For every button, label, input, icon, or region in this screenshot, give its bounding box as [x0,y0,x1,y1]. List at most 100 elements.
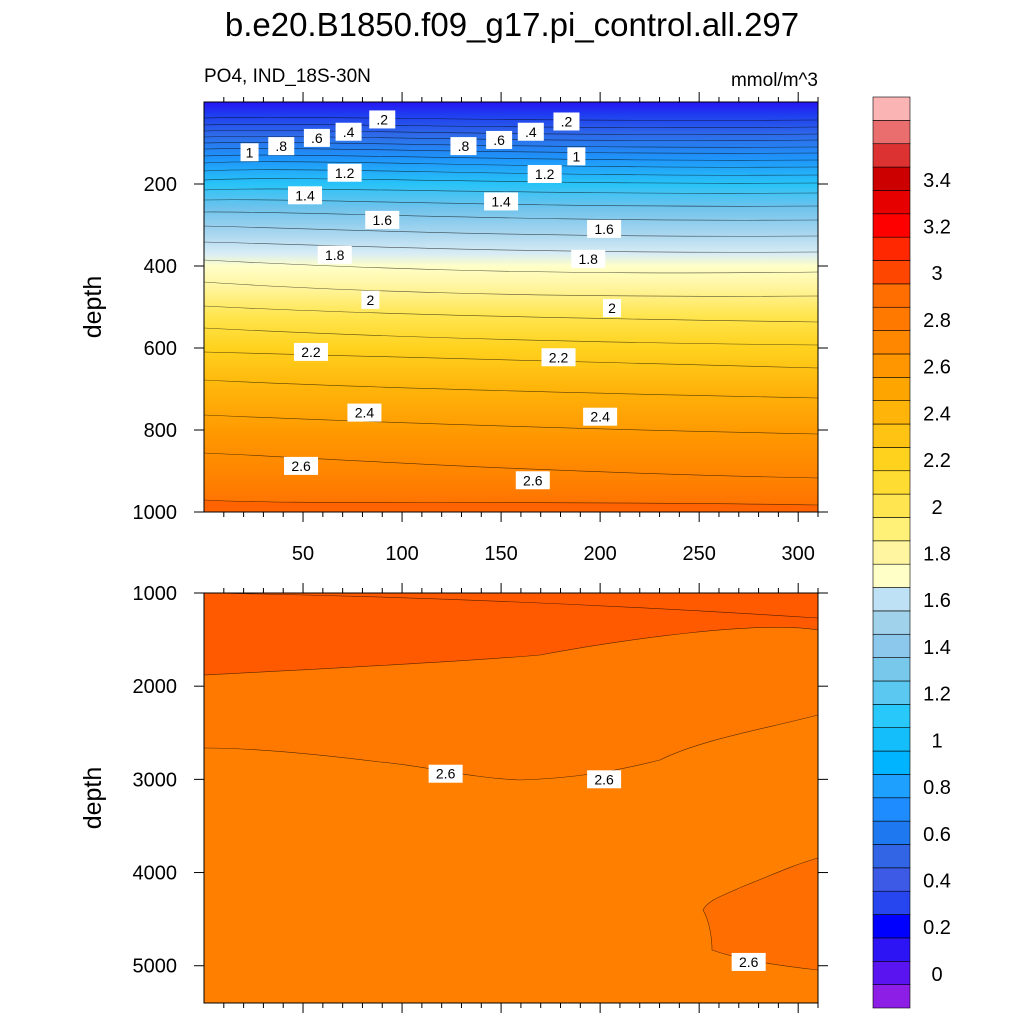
contour-label: 2.6 [436,766,456,782]
y-tick-label: 600 [144,338,177,360]
contour-label-box [731,952,766,971]
y-tick-label: 1000 [133,502,178,524]
top-axis-ticks: 50 100 150 200 250 300 200 400 600 800 1000 [133,92,828,565]
colorbar-bin [872,447,911,472]
contour-label: .8 [458,138,470,154]
contour-label-box [567,147,586,166]
colorbar-tick-label: 2.4 [923,403,951,425]
contour-label: .6 [311,130,323,146]
contour-label: 1.2 [535,166,555,182]
top-panel-field [204,102,818,512]
colorbar-bin [872,470,911,495]
bottom-panel-frame [203,592,819,1004]
colorbar-bin [872,890,911,915]
colorbar-tick-label: 3 [931,263,942,285]
colorbar-tick-label: 1.6 [923,590,951,612]
contour-label-box [571,249,606,268]
contour-label-box [369,110,396,129]
colorbar-tick-label: 3.2 [923,216,951,238]
contour-label: 1.4 [295,187,315,203]
contour-label-box [583,407,618,426]
colorbar-bin [872,423,911,448]
colorbar-tick-label: 0.6 [923,824,951,846]
y-tick-label: 1000 [133,583,178,605]
y-tick-label: 200 [144,174,177,196]
colorbar-tick-label: 2.6 [923,357,951,379]
bottom-region-deep [703,858,818,970]
colorbar-bin [872,283,911,308]
y-tick-label: 5000 [133,956,178,978]
colorbar-tick-label: 2.8 [923,310,951,332]
colorbar-bin [872,867,911,892]
y-tick-label: 3000 [133,769,178,791]
colorbar-bin [872,260,911,285]
x-tick-label: 50 [292,543,314,565]
contour-label: 2.4 [590,409,610,425]
colorbar-bin [872,984,911,1009]
colorbar-tick-label: 1.4 [923,637,951,659]
contour-label-box [361,290,380,309]
contour-label-box [284,456,319,475]
top-panel-frame [203,101,819,513]
colorbar-bin [872,633,911,658]
colorbar-bin [872,960,911,985]
contour-label: 2 [366,292,374,308]
bottom-axis-ticks: 1000 2000 3000 4000 5000 [133,583,828,1013]
contour-label: 2.6 [523,472,543,488]
colorbar-bin [872,306,911,331]
contour-label: .6 [493,132,505,148]
x-tick-label: 250 [682,543,715,565]
contour-label-box [517,122,544,141]
y-tick-label: 800 [144,420,177,442]
contour-label-box [603,299,622,318]
contour-label-box [450,137,477,156]
contour-label: .4 [525,124,537,140]
contour-label-box [268,137,295,156]
top-y-axis-label: depth [79,276,107,339]
contour-label-box [486,130,513,149]
colorbar-bin [872,774,911,799]
contour-label-box [365,210,400,229]
bottom-region-middle [204,627,818,780]
colorbar-tick-label: 1 [931,730,942,752]
top-panel: .2 .2 .4 .4 .6 .6 .8 .8 1 1 1.2 1.2 1.4 1.4 1.6 1.6 1.8 1… [79,92,828,565]
x-tick-label: 300 [782,543,815,565]
colorbar-bin [872,937,911,962]
contour-label-box [541,348,576,367]
contour-label-box [293,342,328,361]
contour-label-box [240,143,259,162]
contour-label-box [303,128,330,147]
contour-label: .2 [561,114,573,130]
x-tick-label: 200 [583,543,616,565]
contour-label: 2.2 [549,349,569,365]
contour-label-box [317,245,352,264]
colorbar-tick-label: 2.2 [923,450,951,472]
contour-label: 1.2 [335,165,355,181]
colorbar-bin [872,517,911,542]
contour-label: 1.8 [579,251,599,267]
colorbar-tick-label: 2 [931,497,942,519]
colorbar-tick-label: 1.8 [923,544,951,566]
top-contour-lines [203,116,819,506]
x-tick-label: 150 [484,543,517,565]
contour-label: 2.6 [291,458,311,474]
contour-label: .8 [275,138,287,154]
colorbar-bin [872,587,911,612]
contour-label: .4 [343,124,355,140]
contour-label-box [587,770,622,789]
colorbar-bin [872,236,911,261]
bottom-contour-lines [203,592,819,971]
colorbar-bin [872,213,911,238]
colorbar-bin [872,844,911,869]
colorbar-bin [872,143,911,168]
colorbar-bin [872,400,911,425]
variable-label: PO4, IND_18S-30N [204,66,371,87]
y-tick-label: 400 [144,256,177,278]
colorbar-bin [872,493,911,518]
contour-label-box [335,122,362,141]
contour-label: 1.6 [594,221,614,237]
contour-label: 1 [572,148,580,164]
colorbar-bin [872,820,911,845]
contour-label-box [515,471,550,490]
colorbar-bin [872,330,911,355]
